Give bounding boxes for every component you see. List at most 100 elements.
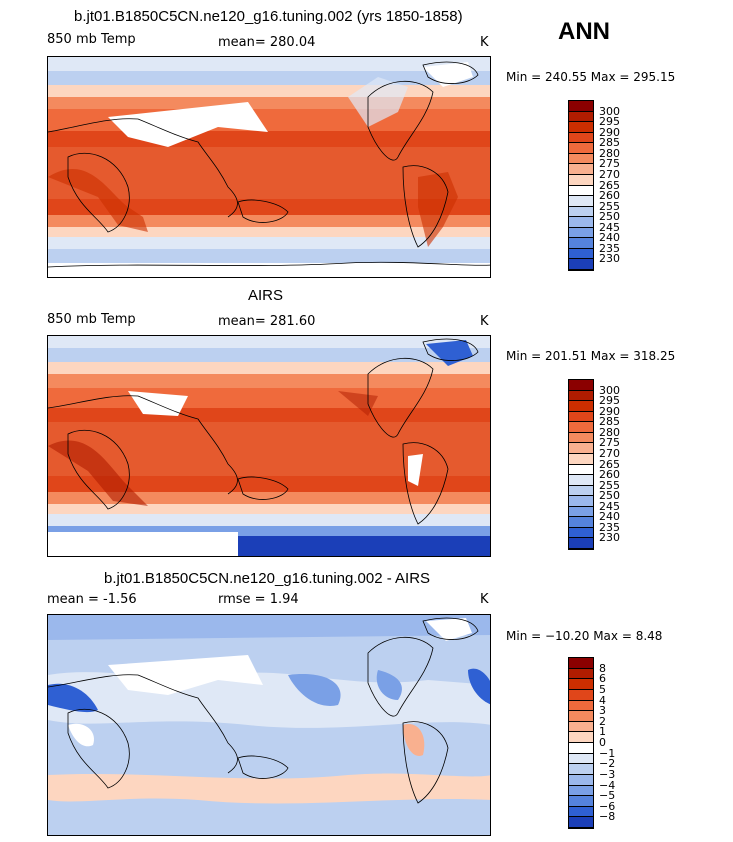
colorbar-cell <box>569 390 593 402</box>
colorbar-cell <box>569 422 593 433</box>
colorbar-cell <box>569 806 593 818</box>
colorbar-cell <box>569 185 593 197</box>
colorbar-cell <box>569 475 593 486</box>
colorbar-cell <box>569 485 593 497</box>
colorbar-tick-label: −1 <box>599 746 616 760</box>
panel-2-colorbar: 300 295 290 285 280 275 270 265 260 255 250 245 240 2… <box>568 379 620 550</box>
colorbar-tick-label: −2 <box>599 757 616 771</box>
colorbar-cell <box>569 679 593 690</box>
colorbar-tick-label: 230 <box>599 531 620 545</box>
colorbar-cell <box>569 753 593 765</box>
colorbar-cell <box>569 517 593 528</box>
panel-3-title: b.jt01.B1850C5CN.ne120_g16.tuning.002 - … <box>104 570 431 587</box>
colorbar-cell <box>569 538 593 549</box>
panel-3-units: K <box>480 592 489 607</box>
colorbar-tick-label: 285 <box>599 415 620 429</box>
colorbar-tick-label: 3 <box>599 704 606 718</box>
colorbar-cell <box>569 689 593 701</box>
colorbar-cell <box>569 796 593 807</box>
colorbar-cell <box>569 132 593 144</box>
colorbar-tick-label: 295 <box>599 394 620 408</box>
colorbar-cell <box>569 227 593 239</box>
colorbar-tick-label: 1 <box>599 725 606 739</box>
panel-2-map <box>47 335 491 557</box>
colorbar-tick-label: 235 <box>599 520 620 534</box>
colorbar-cell <box>569 111 593 123</box>
panel-2-variable-label: 850 mb Temp <box>47 312 136 327</box>
colorbar-tick-label: 290 <box>599 125 620 139</box>
colorbar-tick-label: 275 <box>599 157 620 171</box>
colorbar-cell <box>569 259 593 270</box>
colorbar-cell <box>569 206 593 218</box>
panel-2-title: AIRS <box>248 287 284 304</box>
colorbar-cell <box>569 506 593 518</box>
colorbar-cell <box>569 174 593 186</box>
season-label: ANN <box>558 18 610 45</box>
colorbar-tick-label: 5 <box>599 682 606 696</box>
colorbar-tick-label: 255 <box>599 478 620 492</box>
colorbar-cell <box>569 668 593 680</box>
colorbar-tick-label: 0 <box>599 736 606 749</box>
panel-1-minmax: Min = 240.55 Max = 295.15 <box>506 70 676 84</box>
colorbar-cell <box>569 164 593 175</box>
colorbar-cell <box>569 196 593 207</box>
panel-1-variable-label: 850 mb Temp <box>47 32 136 47</box>
colorbar-tick-label: 230 <box>599 252 620 266</box>
colorbar-cell <box>569 380 593 391</box>
colorbar-cell <box>569 143 593 154</box>
colorbar-cell <box>569 238 593 249</box>
colorbar-cell <box>569 453 593 465</box>
panel-3-minmax: Min = −10.20 Max = 8.48 <box>506 629 663 643</box>
panel-2-minmax: Min = 201.51 Max = 318.25 <box>506 349 676 363</box>
colorbar-tick-label: 240 <box>599 510 620 524</box>
colorbar-cell <box>569 217 593 228</box>
panel-1-map <box>47 56 491 278</box>
colorbar-tick-label: 245 <box>599 499 620 513</box>
colorbar-tick-label: 250 <box>599 210 620 224</box>
panel-3-mean-label: mean = -1.56 <box>47 592 137 607</box>
colorbar-tick-label: 240 <box>599 231 620 245</box>
panel-2-mean-label: mean= 281.60 <box>218 314 316 329</box>
colorbar-tick-label: 270 <box>599 167 620 181</box>
colorbar-cell <box>569 700 593 712</box>
colorbar-tick-label: 295 <box>599 115 620 129</box>
colorbar-tick-label: 250 <box>599 489 620 503</box>
colorbar-cell <box>569 153 593 165</box>
colorbar-tick-label: −4 <box>599 778 616 792</box>
colorbar-cell <box>569 658 593 669</box>
panel-1-mean-label: mean= 280.04 <box>218 35 316 50</box>
colorbar-cell <box>569 122 593 133</box>
colorbar-tick-label: 265 <box>599 457 620 471</box>
colorbar-cell <box>569 732 593 743</box>
colorbar-cell <box>569 774 593 786</box>
colorbar-cell <box>569 443 593 454</box>
colorbar-cell <box>569 711 593 722</box>
colorbar-cell <box>569 432 593 444</box>
colorbar-cell <box>569 248 593 260</box>
panel-3-colorbar: 8 6 5 4 3 2 1 0 −1 −2 −3 −4 −5 −6 −8 <box>568 657 615 829</box>
colorbar-cell <box>569 527 593 539</box>
colorbar-cell <box>569 721 593 733</box>
colorbar-tick-label: 260 <box>599 189 620 203</box>
panel-2-units: K <box>480 314 489 329</box>
colorbar-cell <box>569 401 593 412</box>
panel-2-map-svg <box>48 336 490 556</box>
colorbar-tick-label: 265 <box>599 178 620 192</box>
colorbar-tick-label: 8 <box>599 661 606 675</box>
panel-3-rmse-label: rmse = 1.94 <box>218 592 299 607</box>
colorbar-tick-label: 270 <box>599 446 620 460</box>
colorbar-tick-label: 280 <box>599 425 620 439</box>
colorbar-tick-label: 290 <box>599 404 620 418</box>
panel-1-colorbar: 300 295 290 285 280 275 270 265 260 255 250 245 240 2… <box>568 100 620 271</box>
colorbar-tick-label: 300 <box>599 383 620 397</box>
panel-3-map-svg <box>48 615 490 835</box>
colorbar-tick-label: −5 <box>599 789 616 803</box>
panel-3-map <box>47 614 491 836</box>
colorbar-cell <box>569 785 593 797</box>
colorbar-tick-label: −8 <box>599 810 616 824</box>
colorbar-cell <box>569 411 593 423</box>
colorbar-cell <box>569 817 593 828</box>
colorbar-tick-label: 300 <box>599 104 620 118</box>
colorbar-tick-label: 4 <box>599 693 606 707</box>
panel-1-map-svg <box>48 57 490 277</box>
